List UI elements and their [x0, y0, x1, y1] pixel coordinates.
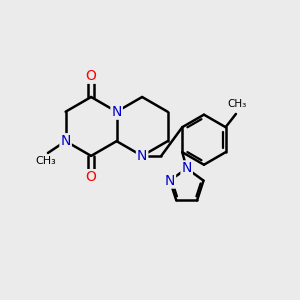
Text: N: N [165, 174, 175, 188]
Text: N: N [111, 105, 122, 119]
Text: N: N [137, 149, 147, 163]
Text: N: N [182, 161, 192, 176]
Text: CH₃: CH₃ [35, 156, 56, 166]
Text: CH₃: CH₃ [228, 99, 247, 109]
Text: O: O [86, 69, 97, 83]
Text: N: N [60, 134, 71, 148]
Text: O: O [86, 170, 97, 184]
